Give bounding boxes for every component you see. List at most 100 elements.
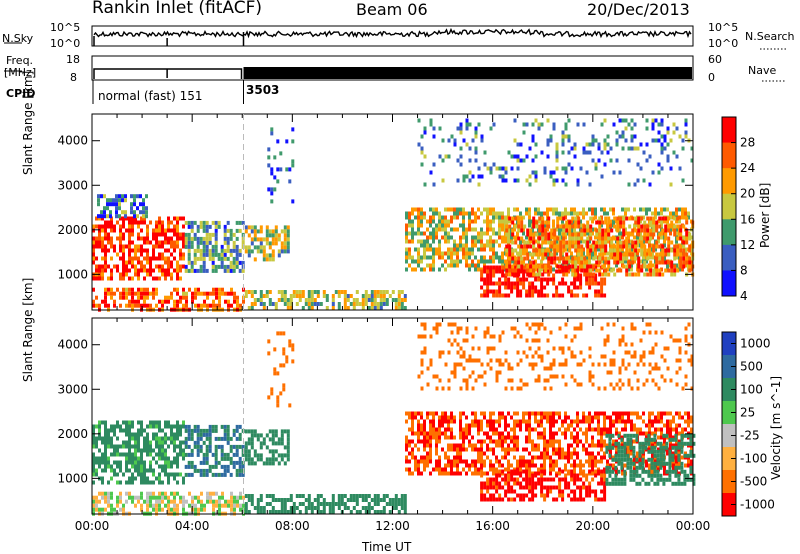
power-echo-cell	[652, 272, 656, 277]
power-echo-cell	[223, 236, 227, 241]
power-echo-cell	[438, 126, 442, 131]
power-echo-cell	[441, 215, 444, 220]
velocity-echo-cell	[612, 467, 615, 472]
velocity-echo-cell	[214, 452, 218, 457]
power-echo-cell	[429, 263, 432, 268]
velocity-echo-cell	[588, 455, 591, 460]
power-echo-cell	[661, 248, 665, 253]
velocity-echo-cell	[417, 423, 420, 428]
power-echo-cell	[613, 224, 617, 229]
velocity-echo-cell	[125, 420, 128, 425]
velocity-echo-cell	[615, 411, 618, 416]
velocity-echo-cell	[543, 459, 546, 464]
power-echo-cell	[268, 302, 272, 306]
velocity-echo-cell	[242, 503, 245, 508]
power-echo-cell	[634, 220, 638, 225]
velocity-echo-cell	[633, 427, 636, 432]
power-echo-cell	[187, 260, 191, 265]
velocity-echo-cell	[113, 468, 116, 473]
power-echo-cell	[600, 207, 603, 212]
power-echo-cell	[552, 211, 555, 216]
power-echo-cell	[615, 130, 619, 135]
velocity-echo-cell	[573, 451, 576, 456]
power-echo-cell	[291, 163, 295, 168]
power-echo-cell	[625, 256, 629, 261]
power-echo-cell	[492, 215, 495, 220]
velocity-echo-cell	[486, 431, 489, 436]
velocity-echo-cell	[116, 436, 119, 441]
velocity-echo-cell	[98, 456, 101, 461]
power-echo-cell	[223, 268, 227, 273]
power-echo-cell	[143, 216, 146, 221]
nsearch-label: N.Search	[745, 30, 795, 43]
power-echo-cell	[291, 139, 295, 144]
power-echo-cell	[218, 291, 221, 296]
power-echo-cell	[675, 126, 679, 131]
velocity-echo-cell	[224, 499, 227, 504]
velocity-echo-cell	[259, 457, 263, 462]
power-echo-cell	[547, 248, 551, 253]
velocity-echo-cell	[549, 443, 552, 448]
power-echo-cell	[541, 240, 545, 245]
power-echo-cell	[119, 216, 122, 221]
velocity-echo-cell	[486, 455, 489, 460]
velocity-echo-cell	[191, 495, 194, 500]
power-echo-cell	[444, 267, 447, 272]
power-echo-cell	[610, 252, 614, 257]
velocity-echo-cell	[444, 435, 447, 440]
power-echo-cell	[179, 299, 182, 304]
velocity-echo-cell	[394, 494, 398, 498]
velocity-echo-cell	[669, 431, 672, 436]
velocity-echo-cell	[107, 480, 110, 485]
power-echo-cell	[546, 251, 549, 256]
velocity-echo-cell	[570, 435, 573, 440]
power-echo-cell	[618, 170, 622, 175]
power-echo-cell	[462, 174, 466, 179]
power-echo-cell	[505, 260, 509, 265]
power-echo-cell	[603, 211, 606, 216]
power-echo-cell	[146, 252, 149, 257]
velocity-echo-cell	[289, 506, 293, 510]
power-echo-cell	[471, 138, 475, 143]
power-echo-cell	[604, 232, 608, 237]
velocity-echo-cell	[227, 503, 230, 508]
power-echo-cell	[574, 244, 578, 249]
velocity-echo-cell	[229, 456, 233, 461]
power-echo-cell	[688, 260, 692, 265]
power-echo-cell	[208, 236, 212, 241]
power-echo-cell	[468, 146, 472, 151]
power-echo-cell	[606, 134, 610, 139]
velocity-echo-cell	[95, 424, 98, 429]
power-echo-cell	[589, 264, 593, 269]
power-echo-cell	[534, 207, 537, 212]
power-echo-cell	[690, 259, 693, 264]
power-echo-cell	[280, 245, 284, 250]
power-echo-cell	[598, 240, 602, 245]
velocity-echo-cell	[528, 415, 531, 420]
power-echo-cell	[607, 264, 611, 269]
velocity-echo-cell	[298, 494, 302, 498]
power-echo-cell	[648, 243, 651, 248]
velocity-echo-cell	[459, 447, 462, 452]
power-echo-cell	[173, 216, 176, 221]
power-echo-cell	[92, 228, 95, 233]
power-echo-cell	[289, 302, 293, 306]
power-echo-cell	[235, 220, 239, 225]
power-echo-cell	[480, 134, 484, 139]
power-echo-cell	[552, 122, 556, 127]
velocity-echo-cell	[322, 502, 326, 506]
power-echo-cell	[612, 207, 615, 212]
velocity-echo-cell	[528, 411, 531, 416]
power-echo-cell	[546, 118, 550, 123]
velocity-echo-cell	[104, 456, 107, 461]
velocity-echo-cell	[137, 472, 140, 477]
velocity-echo-cell	[552, 423, 555, 428]
velocity-echo-cell	[498, 439, 501, 444]
power-echo-cell	[131, 248, 134, 253]
velocity-echo-cell	[164, 491, 167, 496]
power-echo-cell	[597, 247, 600, 252]
power-echo-cell	[107, 232, 110, 237]
power-echo-cell	[525, 178, 529, 183]
power-echo-cell	[685, 256, 689, 261]
velocity-echo-cell	[597, 443, 600, 448]
